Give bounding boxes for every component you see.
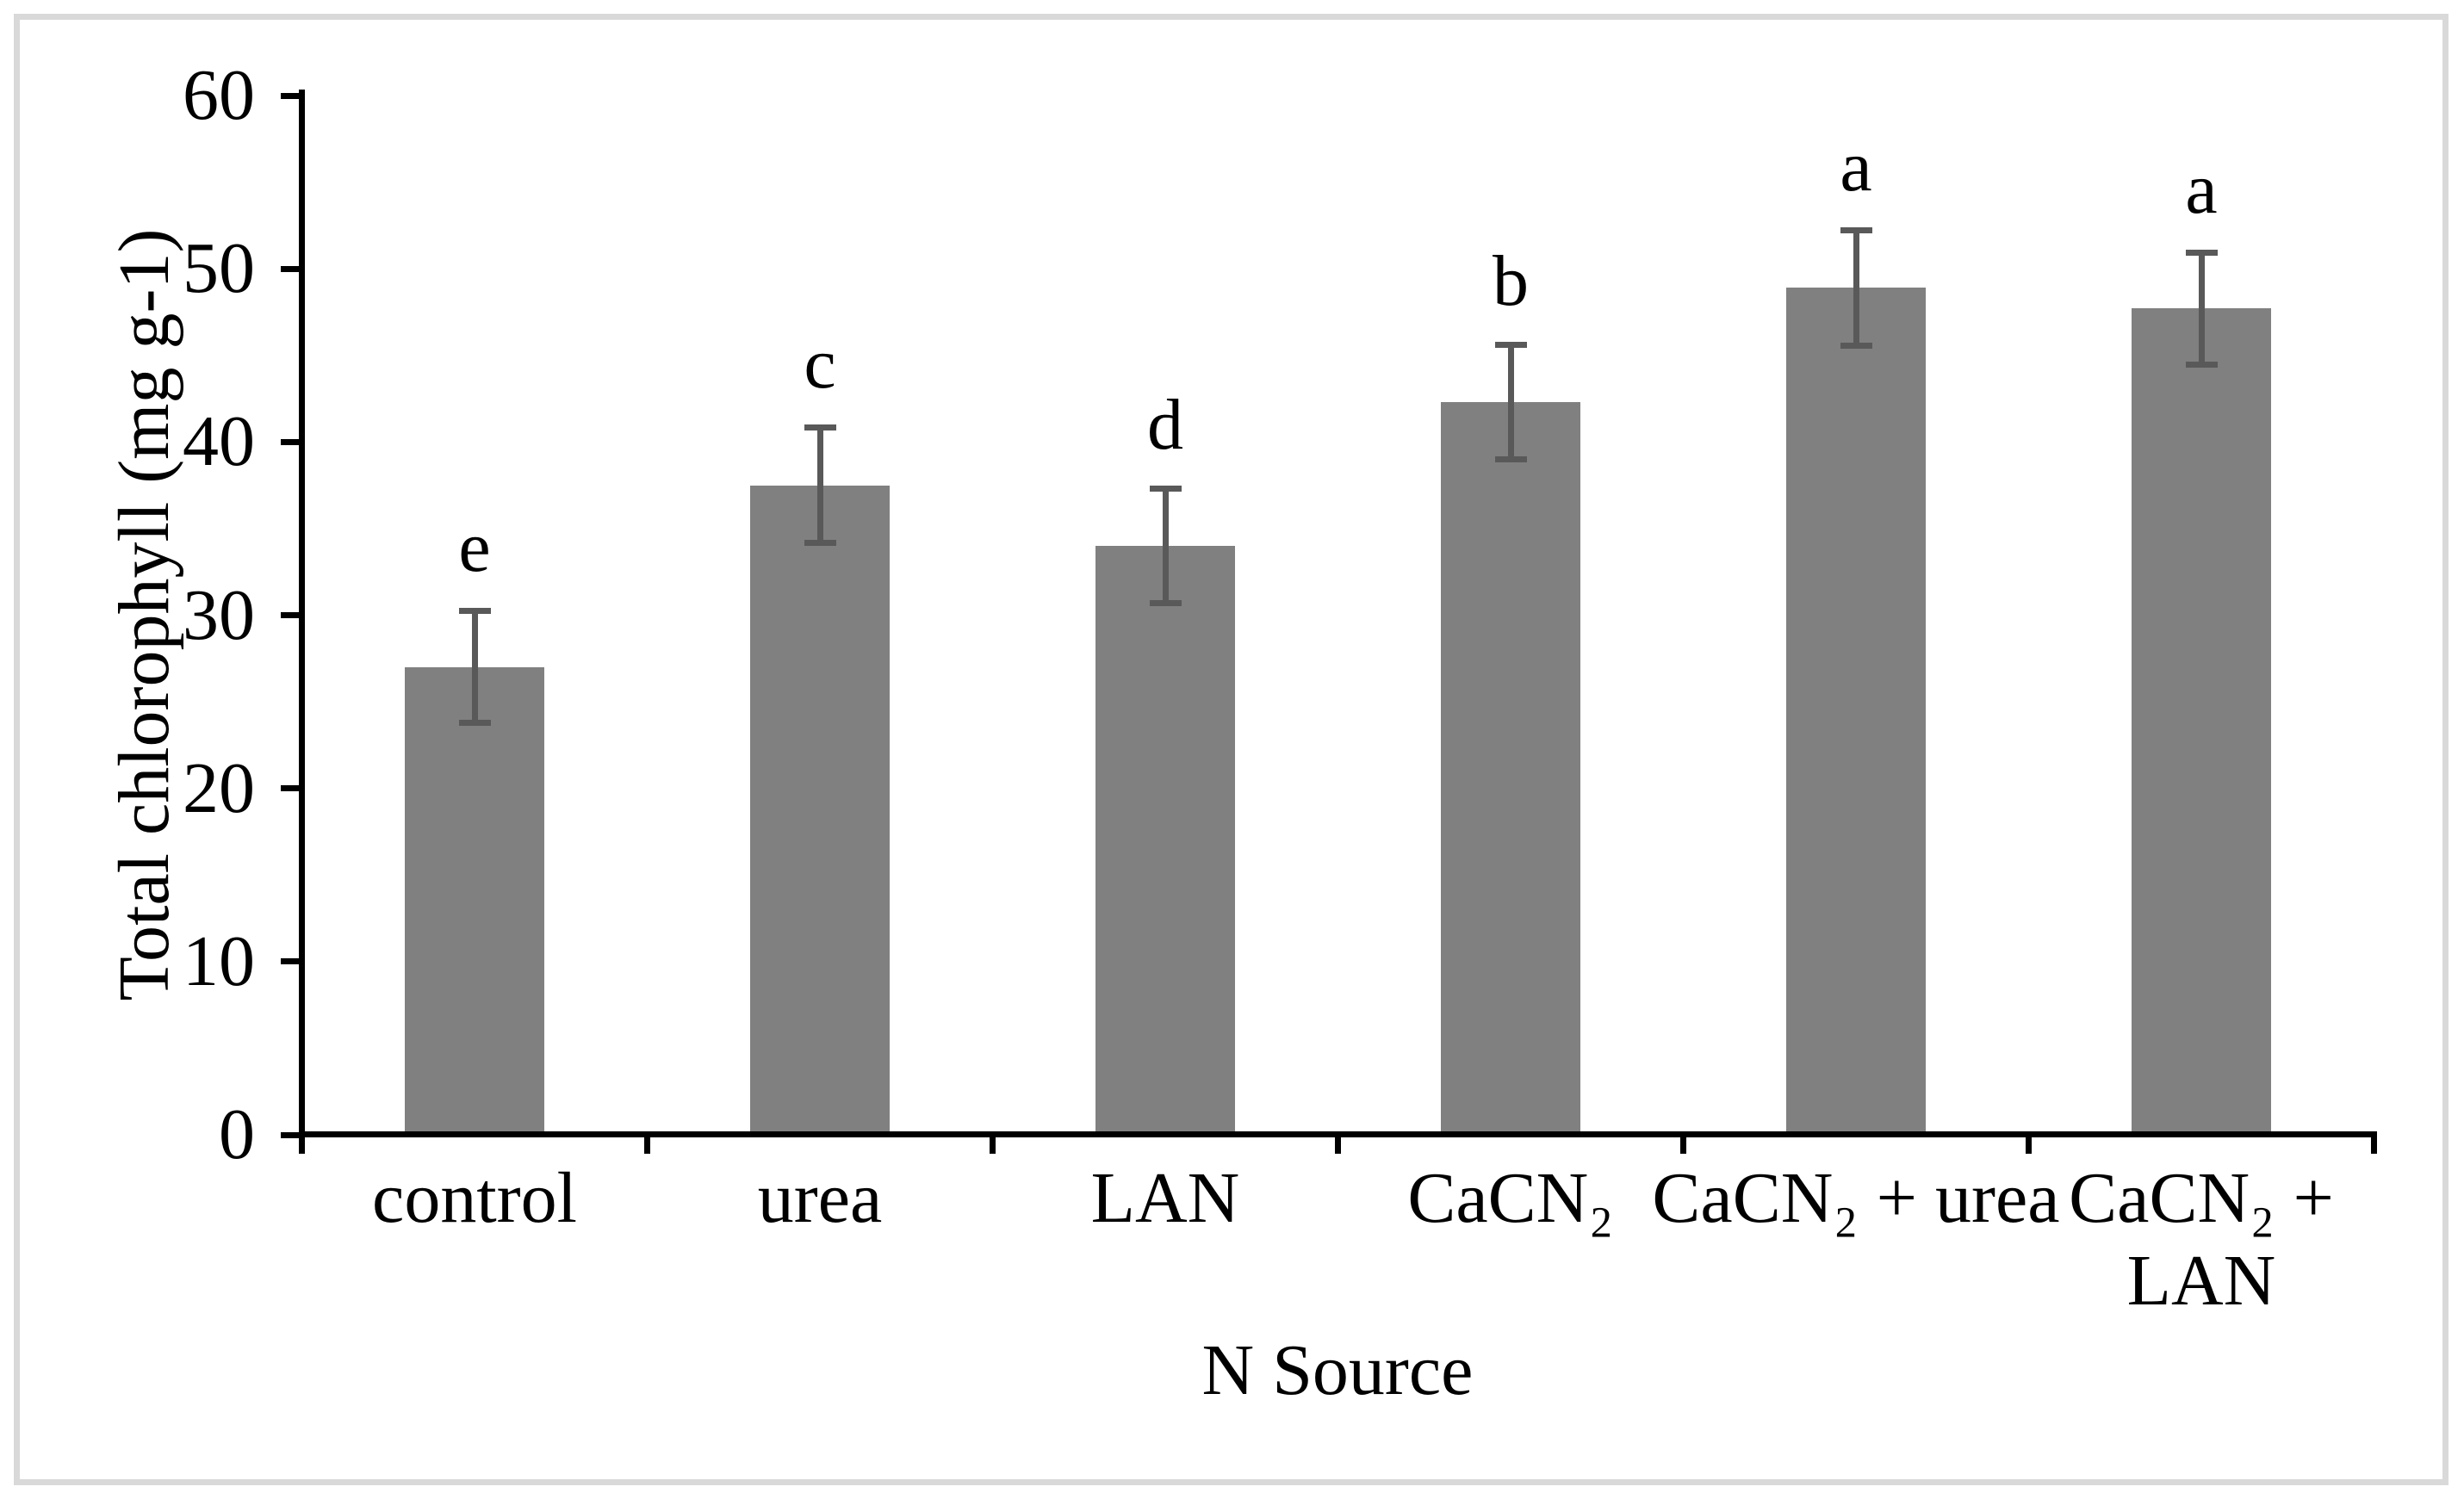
significance-letter: a bbox=[1840, 126, 1872, 207]
y-axis-line bbox=[299, 90, 305, 1154]
bar bbox=[405, 666, 544, 1131]
category-label: LAN bbox=[1090, 1158, 1240, 1238]
error-bar-line bbox=[1507, 341, 1514, 463]
error-bar-cap-bottom bbox=[1494, 456, 1527, 463]
x-axis-tick bbox=[2026, 1135, 2032, 1154]
error-bar-cap-top bbox=[458, 608, 491, 615]
significance-letter: d bbox=[1147, 384, 1183, 465]
category-label: CaCN₂ + urea bbox=[1652, 1158, 2060, 1238]
y-axis-tick bbox=[281, 438, 301, 445]
x-axis-title: N Source bbox=[1201, 1330, 1474, 1410]
y-axis-tick-label: 0 bbox=[219, 1094, 255, 1174]
category-label: CaCN₂ + LAN bbox=[2069, 1158, 2334, 1321]
error-bar-cap-top bbox=[1494, 341, 1527, 348]
y-axis-tick-label: 50 bbox=[183, 228, 255, 309]
error-bar-cap-bottom bbox=[2185, 361, 2218, 368]
error-bar-line bbox=[816, 424, 823, 547]
x-axis-line bbox=[299, 1131, 2377, 1137]
figure-border bbox=[14, 14, 2448, 1485]
error-bar-line bbox=[1853, 226, 1859, 349]
bar bbox=[1095, 546, 1235, 1131]
error-bar-line bbox=[2198, 250, 2205, 368]
significance-letter: b bbox=[1493, 240, 1529, 321]
bar bbox=[1786, 288, 1926, 1131]
bar bbox=[750, 485, 890, 1131]
y-axis-tick bbox=[281, 92, 301, 99]
y-axis-tick-label: 10 bbox=[183, 920, 255, 1001]
y-axis-tick bbox=[281, 612, 301, 618]
error-bar-line bbox=[471, 608, 478, 727]
bar bbox=[2132, 308, 2271, 1131]
bar bbox=[1441, 402, 1580, 1131]
significance-letter: a bbox=[2185, 149, 2218, 230]
y-axis-tick-label: 30 bbox=[183, 574, 255, 655]
error-bar-line bbox=[1162, 485, 1169, 607]
error-bar-cap-bottom bbox=[804, 540, 836, 547]
error-bar-cap-top bbox=[1840, 226, 1872, 233]
error-bar-cap-top bbox=[2185, 250, 2218, 257]
y-axis-title: Total chlorophyll (mg g-1) bbox=[104, 228, 184, 1001]
y-axis-tick-label: 60 bbox=[183, 55, 255, 135]
error-bar-cap-bottom bbox=[458, 720, 491, 727]
category-label: control bbox=[372, 1158, 577, 1238]
x-axis-tick bbox=[644, 1135, 650, 1154]
category-label: CaCN₂ bbox=[1407, 1158, 1614, 1238]
x-axis-tick bbox=[1680, 1135, 1686, 1154]
y-axis-tick bbox=[281, 1131, 301, 1138]
y-axis-tick-label: 40 bbox=[183, 401, 255, 482]
error-bar-cap-bottom bbox=[1840, 342, 1872, 349]
y-axis-tick-label: 20 bbox=[183, 747, 255, 828]
error-bar-cap-top bbox=[1149, 485, 1182, 492]
significance-letter: c bbox=[804, 324, 836, 405]
x-axis-tick bbox=[299, 1135, 305, 1154]
y-axis-tick bbox=[281, 958, 301, 965]
error-bar-cap-top bbox=[804, 424, 836, 431]
y-axis-tick bbox=[281, 265, 301, 272]
error-bar-cap-bottom bbox=[1149, 600, 1182, 607]
category-label: urea bbox=[757, 1158, 883, 1238]
y-axis-tick bbox=[281, 785, 301, 792]
x-axis-tick bbox=[1335, 1135, 1341, 1154]
x-axis-tick bbox=[990, 1135, 996, 1154]
significance-letter: e bbox=[458, 507, 491, 588]
x-axis-tick bbox=[2371, 1135, 2377, 1154]
